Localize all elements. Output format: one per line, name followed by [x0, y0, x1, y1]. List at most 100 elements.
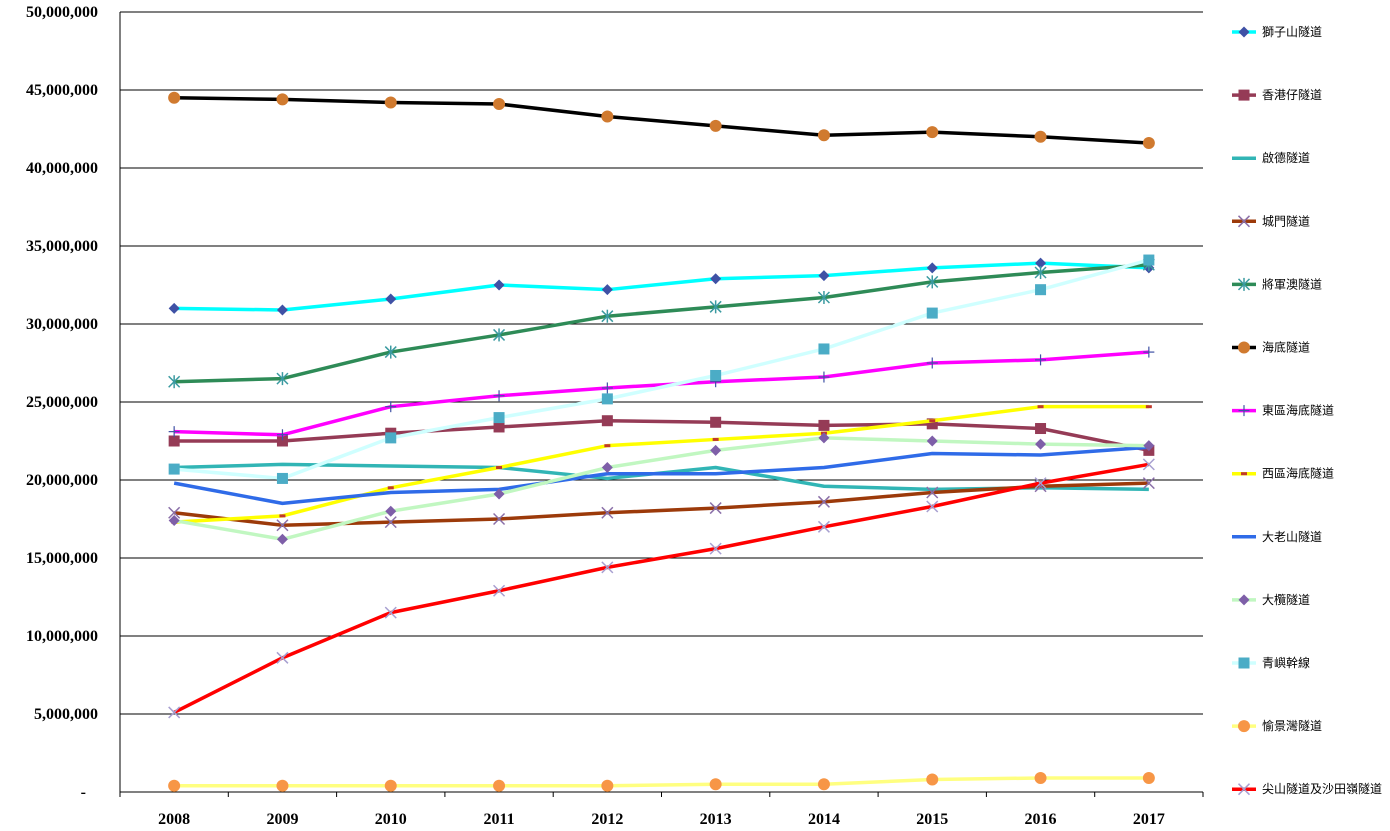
legend-item: 青嶼幹線 — [1232, 655, 1310, 670]
data-point — [493, 584, 506, 597]
data-point — [385, 505, 397, 517]
series-line — [174, 404, 1149, 524]
data-point — [710, 416, 722, 428]
data-point — [168, 515, 180, 527]
data-point — [926, 357, 938, 369]
data-point — [817, 520, 830, 533]
data-point — [1142, 477, 1155, 490]
data-point — [276, 93, 289, 106]
legend-swatch-marker — [1238, 594, 1250, 606]
data-point — [496, 466, 503, 470]
y-tick-label: 40,000,000 — [26, 160, 98, 177]
series-1 — [168, 415, 1155, 456]
data-point — [493, 512, 506, 526]
y-tick-label: 50,000,000 — [26, 4, 98, 21]
data-point — [1142, 137, 1155, 150]
data-point — [1034, 477, 1047, 490]
y-tick-label: 30,000,000 — [26, 316, 98, 333]
legend-label: 大老山隧道 — [1262, 529, 1322, 544]
legend-item: 尖山隧道及沙田嶺隧道 — [1232, 781, 1382, 796]
data-point — [709, 778, 722, 791]
legend-item: 東區海底隧道 — [1232, 403, 1334, 418]
data-point — [818, 343, 830, 355]
y-tick-label: 20,000,000 — [26, 472, 98, 489]
data-point — [1034, 266, 1047, 280]
data-point — [1142, 458, 1155, 471]
x-tick-label: 2012 — [591, 811, 623, 828]
legend-swatch-marker — [1238, 26, 1250, 38]
series-line — [173, 481, 1149, 527]
series-layer — [168, 91, 1155, 792]
legend-label: 大欖隧道 — [1262, 592, 1310, 607]
legend-label: 青嶼幹線 — [1262, 655, 1310, 670]
legend-swatch-marker — [1238, 89, 1250, 101]
data-point — [384, 96, 397, 109]
data-point — [601, 284, 613, 296]
data-point — [384, 779, 397, 792]
data-point — [601, 462, 613, 474]
series-line — [174, 462, 1149, 492]
data-point — [1035, 284, 1047, 296]
y-tick-label: 25,000,000 — [26, 394, 98, 411]
data-point — [1035, 438, 1047, 450]
data-point — [276, 435, 288, 447]
data-point — [493, 421, 505, 433]
data-point — [384, 345, 397, 359]
data-point — [276, 651, 289, 664]
series-line — [174, 776, 1149, 788]
series-5 — [168, 91, 1155, 150]
data-point — [926, 486, 939, 499]
legend-swatch-marker — [1241, 472, 1247, 476]
data-point — [1143, 346, 1155, 358]
data-point — [601, 561, 614, 574]
series-line — [174, 261, 1149, 312]
data-point — [387, 486, 394, 490]
data-point — [493, 390, 505, 402]
series-6 — [168, 346, 1155, 441]
data-point — [1143, 440, 1155, 452]
data-point — [168, 506, 181, 519]
series-11 — [168, 771, 1155, 792]
data-point — [493, 779, 506, 792]
legend-swatch-marker — [1237, 277, 1251, 291]
data-point — [493, 488, 505, 500]
data-point — [385, 293, 397, 305]
legend-item: 西區海底隧道 — [1232, 466, 1334, 481]
data-point — [926, 435, 938, 447]
data-point — [712, 437, 719, 441]
legend-item: 大欖隧道 — [1232, 592, 1310, 607]
series-12 — [168, 458, 1155, 719]
legend-label: 城門隧道 — [1262, 213, 1310, 228]
series-line — [173, 462, 1150, 715]
axes — [119, 12, 1204, 797]
series-4 — [168, 258, 1155, 389]
data-point — [493, 279, 505, 291]
data-point — [601, 415, 613, 427]
data-point — [1035, 423, 1047, 435]
y-tick-label: - — [81, 784, 86, 801]
data-point — [385, 401, 397, 413]
legend-item: 啟德隧道 — [1232, 150, 1310, 165]
y-tick-label: 35,000,000 — [26, 238, 98, 255]
data-point — [710, 273, 722, 285]
data-point — [384, 516, 397, 529]
legend-label: 獅子山隧道 — [1262, 24, 1322, 39]
y-axis-tick-labels: - 5,000,000 10,000,000 15,000,000 20,000,000… — [26, 4, 98, 801]
data-point — [276, 472, 288, 484]
series-line — [173, 436, 1149, 542]
data-point — [1034, 771, 1047, 784]
data-point — [276, 304, 288, 316]
x-tick-label: 2015 — [916, 811, 948, 828]
series-line — [174, 96, 1149, 145]
data-point — [926, 307, 938, 319]
series-3 — [168, 477, 1155, 532]
data-point — [818, 432, 830, 444]
legend: 獅子山隧道香港仔隧道啟德隧道城門隧道將軍澳隧道海底隧道東區海底隧道西區海底隧道大… — [1232, 24, 1382, 796]
series-9 — [168, 432, 1155, 545]
series-line — [174, 262, 1149, 384]
data-point — [709, 119, 722, 132]
data-point — [1145, 405, 1152, 409]
legend-label: 尖山隧道及沙田嶺隧道 — [1262, 781, 1382, 796]
legend-swatch-marker — [1238, 720, 1250, 733]
